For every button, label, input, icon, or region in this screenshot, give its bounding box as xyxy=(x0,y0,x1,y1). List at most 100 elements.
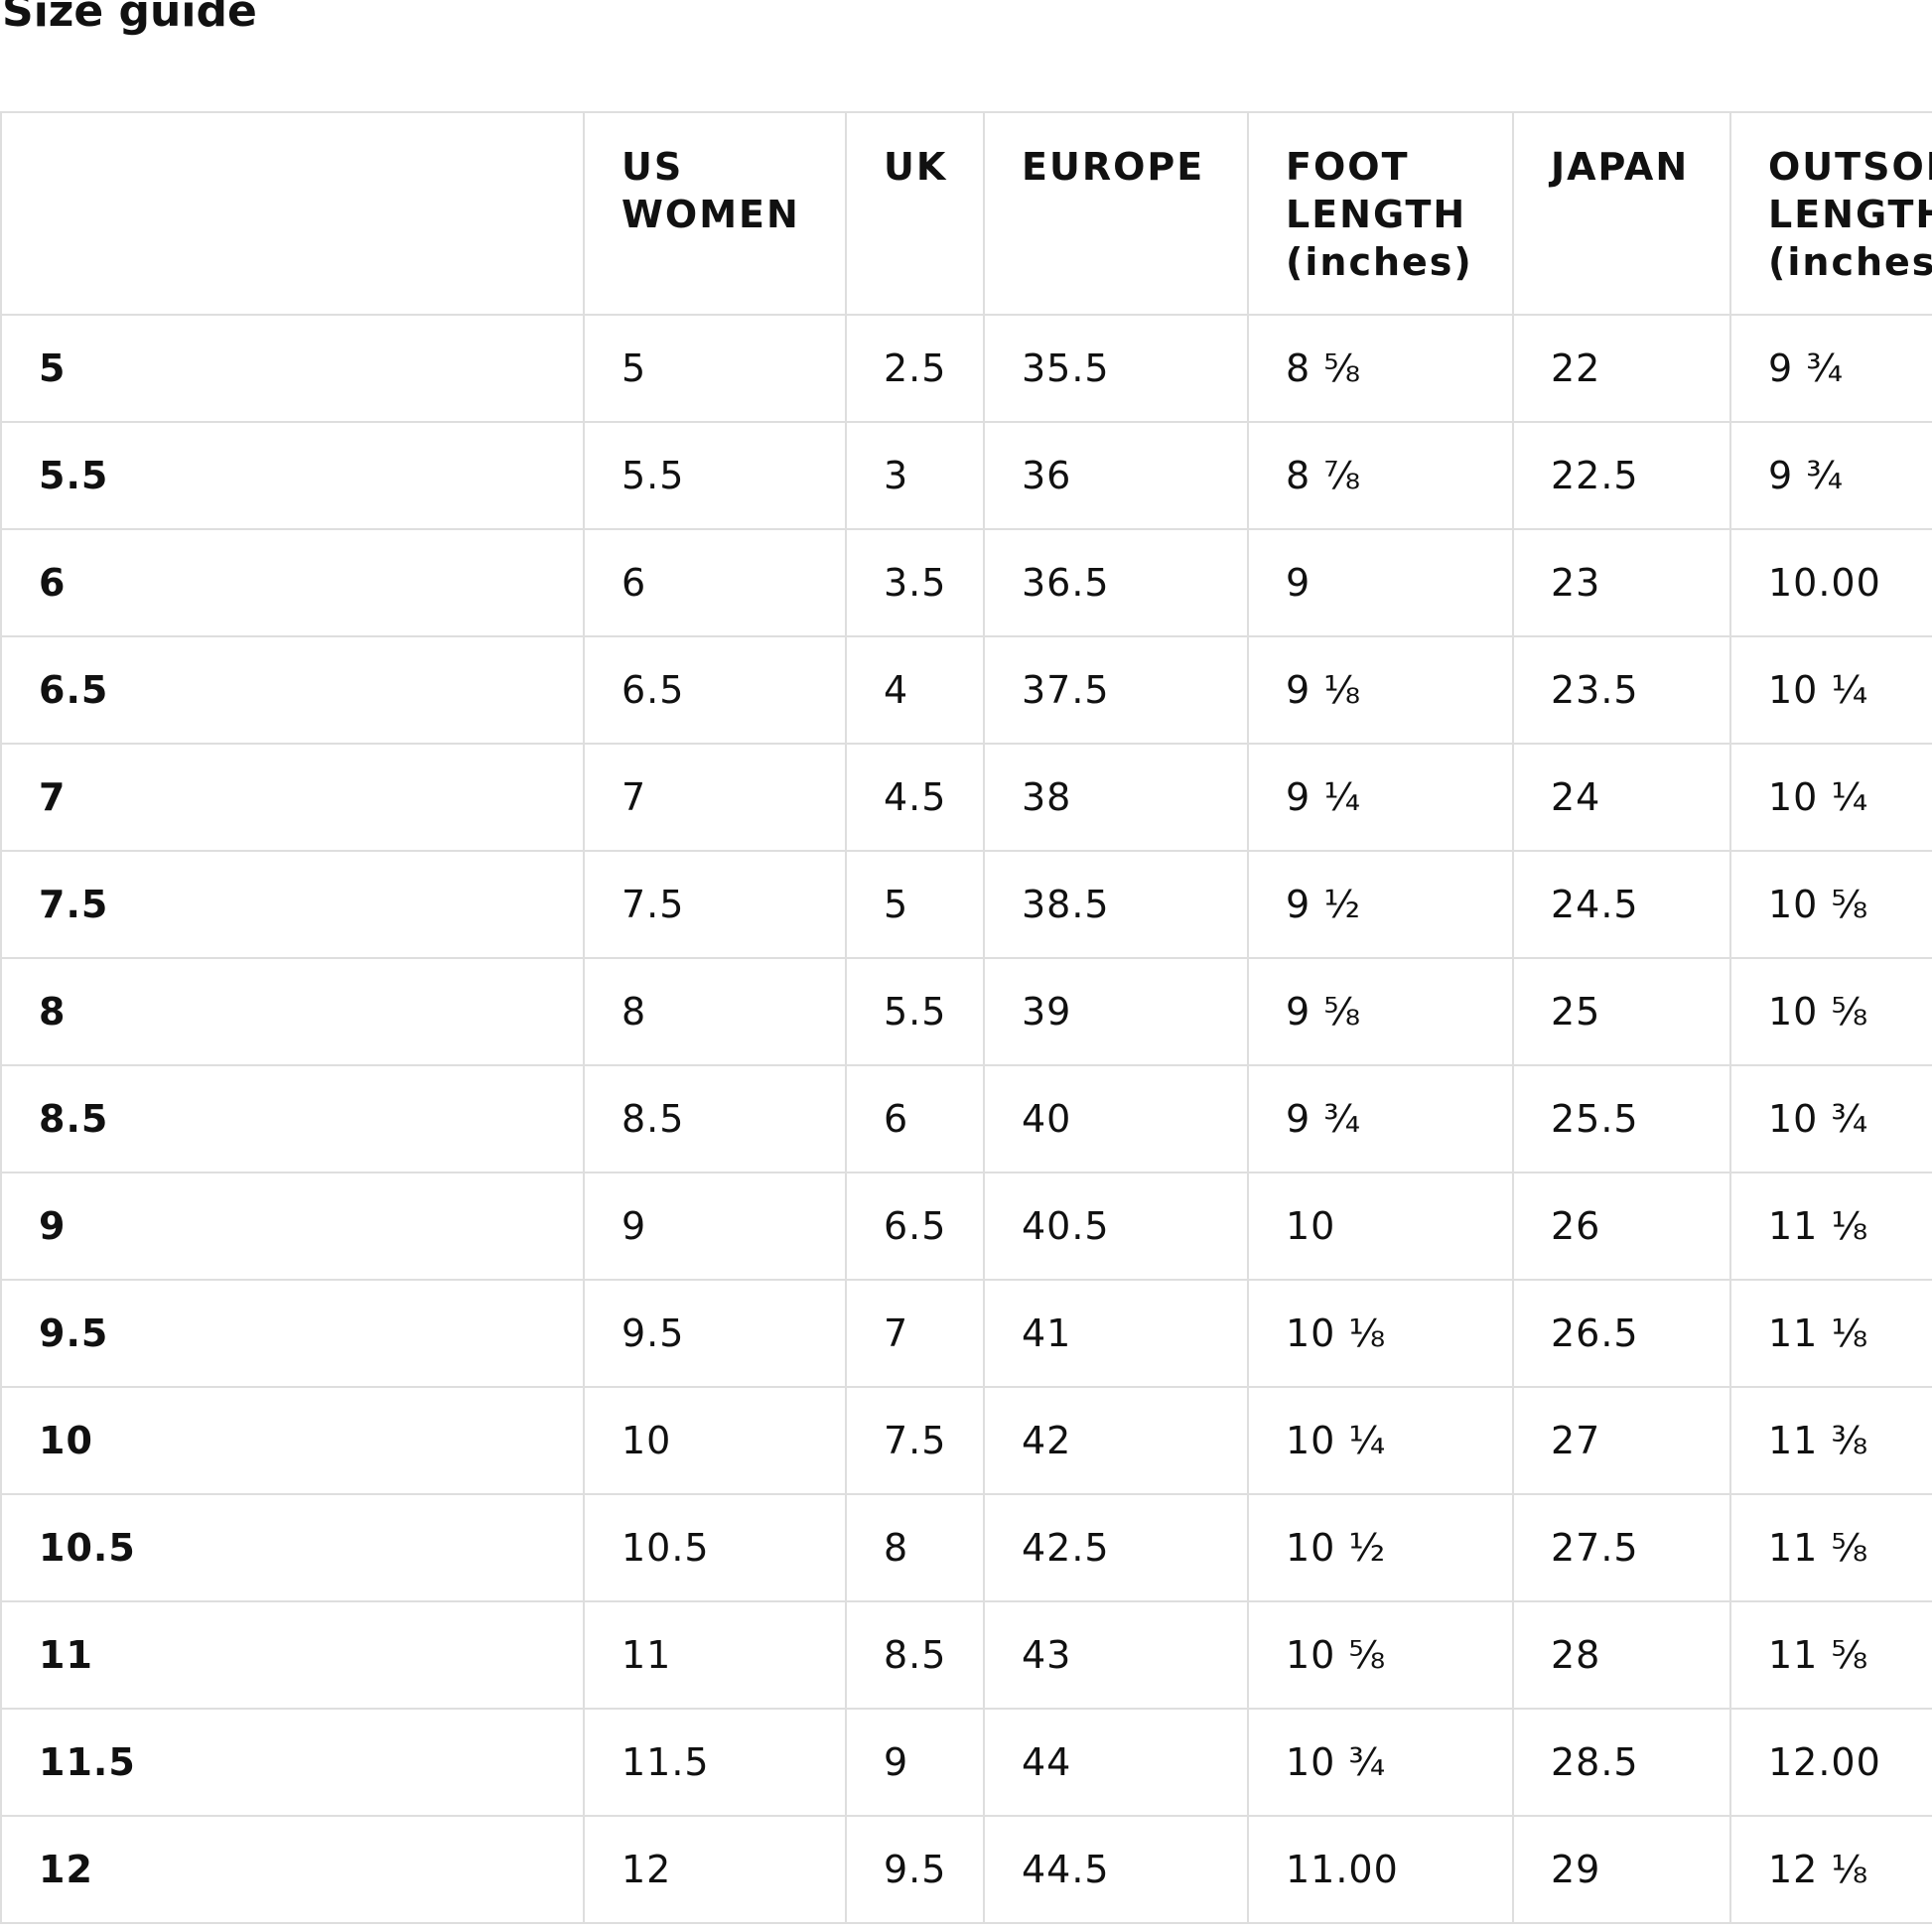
row-label: 10.5 xyxy=(0,1493,585,1602)
table-cell: 10.5 xyxy=(583,1493,847,1602)
table-cell: 6 xyxy=(845,1064,985,1173)
header-cell: JAPAN xyxy=(1512,111,1731,316)
table-cell: 2.5 xyxy=(845,314,985,423)
table-cell: 38 xyxy=(983,743,1249,852)
table-cell: 10 ⅝ xyxy=(1729,957,1932,1066)
table-cell: 38.5 xyxy=(983,850,1249,959)
table-cell: 22 xyxy=(1512,314,1731,423)
table-cell: 9 xyxy=(583,1172,847,1281)
table-cell: 11 ⅜ xyxy=(1729,1386,1932,1495)
table-cell: 35.5 xyxy=(983,314,1249,423)
table-cell: 12 ⅛ xyxy=(1729,1815,1932,1924)
table-cell: 6.5 xyxy=(583,635,847,745)
header-row: US WOMEN UK EUROPE FOOT LENGTH (inches) JAPA… xyxy=(0,111,1932,316)
table-row: 6 6 3.5 36.5 9 23 10.00 xyxy=(0,528,1932,637)
table-cell: 11.5 xyxy=(583,1708,847,1817)
table-row: 10 10 7.5 42 10 ¼ 27 11 ⅜ xyxy=(0,1386,1932,1495)
row-label: 5.5 xyxy=(0,421,585,530)
table-cell: 6.5 xyxy=(845,1172,985,1281)
table-cell: 10 ⅝ xyxy=(1729,850,1932,959)
table-cell: 40 xyxy=(983,1064,1249,1173)
table-row: 12 12 9.5 44.5 11.00 29 12 ⅛ xyxy=(0,1815,1932,1924)
table-cell: 10 xyxy=(1247,1172,1514,1281)
table-cell: 9.5 xyxy=(583,1279,847,1388)
table-cell: 41 xyxy=(983,1279,1249,1388)
table-cell: 12 xyxy=(583,1815,847,1924)
table-cell: 3 xyxy=(845,421,985,530)
table-cell: 11 ⅛ xyxy=(1729,1279,1932,1388)
table-row: 6.5 6.5 4 37.5 9 ⅛ 23.5 10 ¼ xyxy=(0,635,1932,745)
table-cell: 10.00 xyxy=(1729,528,1932,637)
table-row: 9 9 6.5 40.5 10 26 11 ⅛ xyxy=(0,1172,1932,1281)
row-label: 11.5 xyxy=(0,1708,585,1817)
table-cell: 10 ¾ xyxy=(1729,1064,1932,1173)
table-cell: 8.5 xyxy=(845,1600,985,1710)
table-cell: 8 xyxy=(845,1493,985,1602)
table-cell: 24 xyxy=(1512,743,1731,852)
table-cell: 9 xyxy=(1247,528,1514,637)
table-cell: 9 ½ xyxy=(1247,850,1514,959)
table-cell: 42 xyxy=(983,1386,1249,1495)
table-cell: 36.5 xyxy=(983,528,1249,637)
table-cell: 9 ¾ xyxy=(1729,421,1932,530)
header-cell: FOOT LENGTH (inches) xyxy=(1247,111,1514,316)
table-cell: 4 xyxy=(845,635,985,745)
table-cell: 23.5 xyxy=(1512,635,1731,745)
table-cell: 28.5 xyxy=(1512,1708,1731,1817)
table-cell: 27.5 xyxy=(1512,1493,1731,1602)
table-cell: 9 ⅛ xyxy=(1247,635,1514,745)
table-cell: 23 xyxy=(1512,528,1731,637)
table-cell: 37.5 xyxy=(983,635,1249,745)
table-cell: 26.5 xyxy=(1512,1279,1731,1388)
table-cell: 24.5 xyxy=(1512,850,1731,959)
table-cell: 10 ⅝ xyxy=(1247,1600,1514,1710)
table-cell: 27 xyxy=(1512,1386,1731,1495)
table-cell: 10 ¾ xyxy=(1247,1708,1514,1817)
table-cell: 5.5 xyxy=(583,421,847,530)
table-row: 5 5 2.5 35.5 8 ⅝ 22 9 ¾ xyxy=(0,314,1932,423)
row-label: 6.5 xyxy=(0,635,585,745)
table-cell: 9 xyxy=(845,1708,985,1817)
table-cell: 11 xyxy=(583,1600,847,1710)
table-cell: 6 xyxy=(583,528,847,637)
table-row: 8 8 5.5 39 9 ⅝ 25 10 ⅝ xyxy=(0,957,1932,1066)
row-label: 6 xyxy=(0,528,585,637)
row-label: 9 xyxy=(0,1172,585,1281)
row-label: 10 xyxy=(0,1386,585,1495)
table-cell: 9 ⅝ xyxy=(1247,957,1514,1066)
table-cell: 11.00 xyxy=(1247,1815,1514,1924)
table-row: 11 11 8.5 43 10 ⅝ 28 11 ⅝ xyxy=(0,1600,1932,1710)
table-cell: 10 ¼ xyxy=(1247,1386,1514,1495)
table-row: 11.5 11.5 9 44 10 ¾ 28.5 12.00 xyxy=(0,1708,1932,1817)
row-label: 7 xyxy=(0,743,585,852)
table-cell: 9 ¾ xyxy=(1247,1064,1514,1173)
table-cell: 39 xyxy=(983,957,1249,1066)
row-label: 8.5 xyxy=(0,1064,585,1173)
table-cell: 10 ¼ xyxy=(1729,635,1932,745)
table-cell: 11 ⅝ xyxy=(1729,1493,1932,1602)
header-cell: UK xyxy=(845,111,985,316)
table-cell: 4.5 xyxy=(845,743,985,852)
table-cell: 3.5 xyxy=(845,528,985,637)
table-cell: 5.5 xyxy=(845,957,985,1066)
table-cell: 7.5 xyxy=(583,850,847,959)
table-row: 8.5 8.5 6 40 9 ¾ 25.5 10 ¾ xyxy=(0,1064,1932,1173)
table-row: 5.5 5.5 3 36 8 ⅞ 22.5 9 ¾ xyxy=(0,421,1932,530)
table-cell: 36 xyxy=(983,421,1249,530)
row-label: 9.5 xyxy=(0,1279,585,1388)
table-cell: 12.00 xyxy=(1729,1708,1932,1817)
header-cell: EUROPE xyxy=(983,111,1249,316)
table-cell: 8 ⅞ xyxy=(1247,421,1514,530)
table-cell: 25.5 xyxy=(1512,1064,1731,1173)
row-label: 12 xyxy=(0,1815,585,1924)
table-body: 5 5 2.5 35.5 8 ⅝ 22 9 ¾ 5.5 5.5 3 36 8 ⅞ 22.5 9 ¾ 6 6 3.… xyxy=(0,314,1932,1924)
table-cell: 9.5 xyxy=(845,1815,985,1924)
table-cell: 11 ⅝ xyxy=(1729,1600,1932,1710)
table-cell: 5 xyxy=(845,850,985,959)
table-cell: 7 xyxy=(845,1279,985,1388)
table-cell: 29 xyxy=(1512,1815,1731,1924)
table-cell: 43 xyxy=(983,1600,1249,1710)
table-cell: 10 xyxy=(583,1386,847,1495)
